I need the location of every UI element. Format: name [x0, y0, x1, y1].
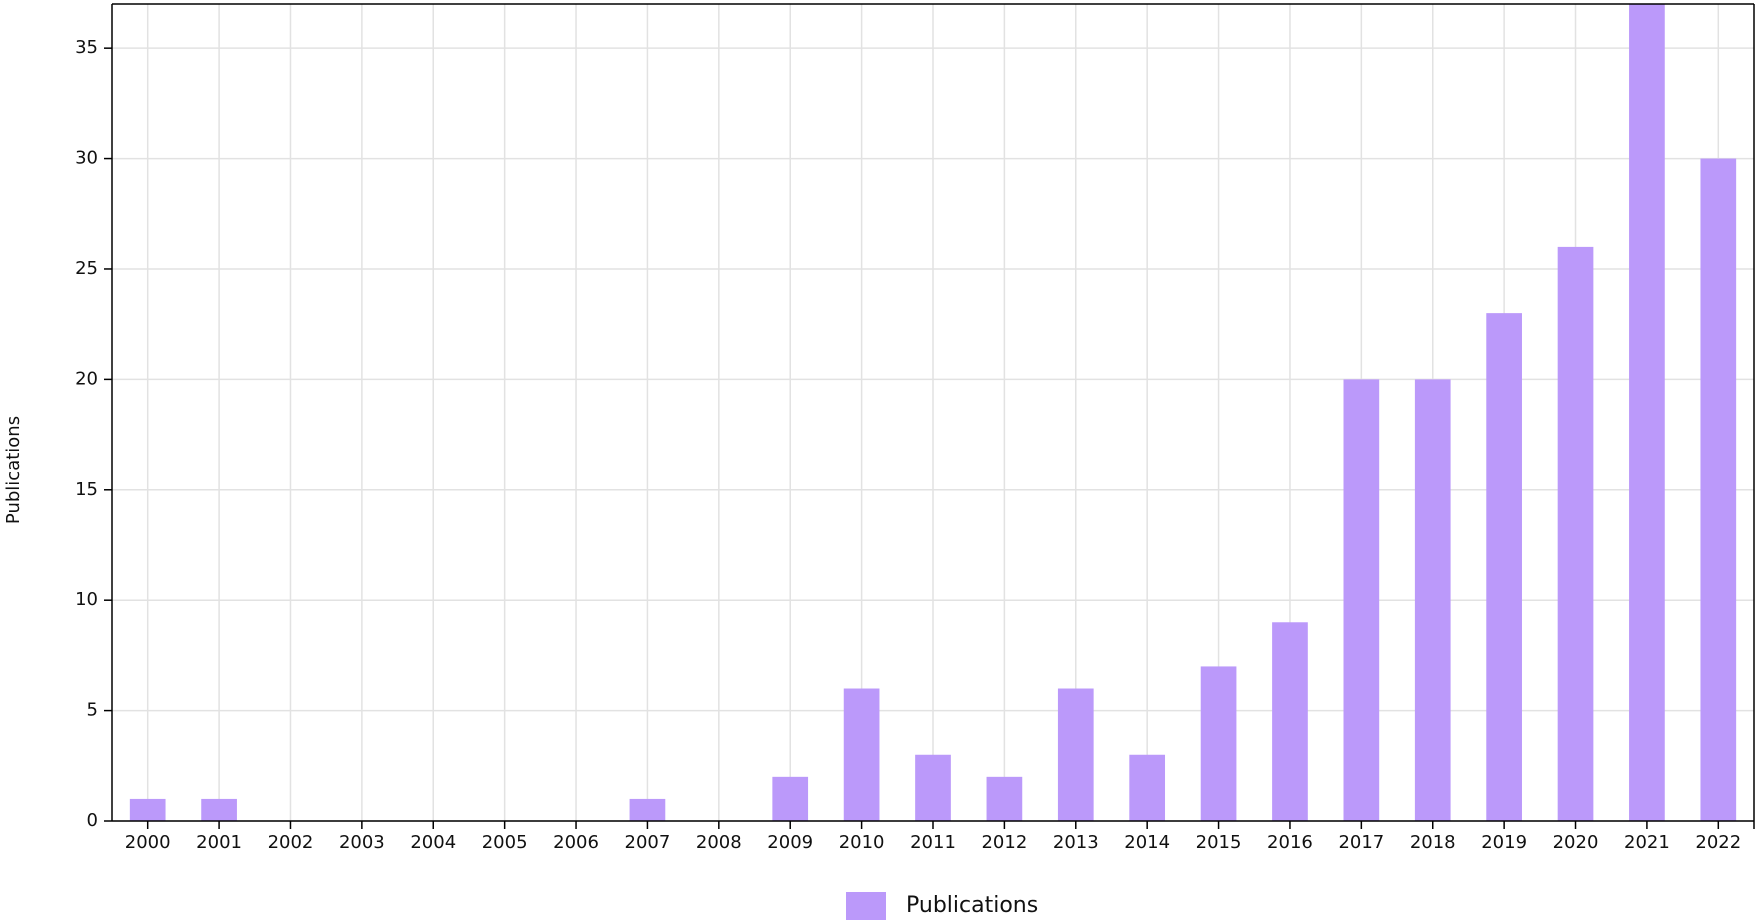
- legend-label: Publications: [906, 893, 1038, 918]
- bar: [129, 798, 166, 821]
- bar: [915, 754, 951, 821]
- x-tick-label: 2021: [1624, 832, 1670, 853]
- bar: [843, 688, 880, 821]
- x-tick-label: 2010: [839, 832, 885, 853]
- y-tick-label: 35: [75, 37, 98, 58]
- x-tick-label: 2004: [410, 832, 456, 853]
- bar: [1486, 313, 1522, 821]
- x-tick-label: 2018: [1410, 832, 1456, 853]
- x-tick-label: 2009: [767, 832, 813, 853]
- bar: [1343, 379, 1380, 821]
- bar: [1629, 4, 1665, 821]
- x-tick-label: 2017: [1338, 832, 1384, 853]
- bar: [1272, 622, 1308, 821]
- x-tick-label: 2006: [553, 832, 599, 853]
- bar: [629, 798, 666, 821]
- x-tick-label: 2001: [196, 832, 242, 853]
- bar: [1557, 246, 1594, 821]
- x-tick-label: 2019: [1481, 832, 1527, 853]
- bar: [1200, 666, 1237, 821]
- x-tick-label: 2002: [268, 832, 314, 853]
- legend-swatch: [846, 892, 886, 920]
- y-tick-label: 30: [75, 148, 98, 169]
- bar: [1129, 754, 1166, 821]
- y-tick-label: 0: [87, 810, 98, 831]
- x-tick-label: 2014: [1124, 832, 1170, 853]
- x-tick-label: 2022: [1695, 832, 1741, 853]
- x-tick-label: 2015: [1196, 832, 1242, 853]
- y-tick-label: 10: [75, 589, 98, 610]
- x-tick-label: 2005: [482, 832, 528, 853]
- bar: [986, 776, 1023, 821]
- x-tick-label: 2003: [339, 832, 385, 853]
- x-tick-label: 2016: [1267, 832, 1313, 853]
- x-tick-label: 2011: [910, 832, 956, 853]
- bar: [1700, 158, 1737, 821]
- bar: [201, 798, 237, 821]
- bar: [1057, 688, 1094, 821]
- x-tick-label: 2012: [981, 832, 1027, 853]
- bar: [1414, 379, 1451, 821]
- y-axis-title: Publications: [3, 416, 24, 524]
- x-tick-label: 2007: [625, 832, 671, 853]
- x-tick-label: 2000: [125, 832, 171, 853]
- y-tick-label: 15: [75, 479, 98, 500]
- y-tick-label: 20: [75, 368, 98, 389]
- x-tick-label: 2013: [1053, 832, 1099, 853]
- x-tick-label: 2020: [1553, 832, 1599, 853]
- y-tick-label: 25: [75, 258, 98, 279]
- bar: [772, 776, 809, 821]
- y-tick-label: 5: [87, 700, 98, 721]
- x-tick-label: 2008: [696, 832, 742, 853]
